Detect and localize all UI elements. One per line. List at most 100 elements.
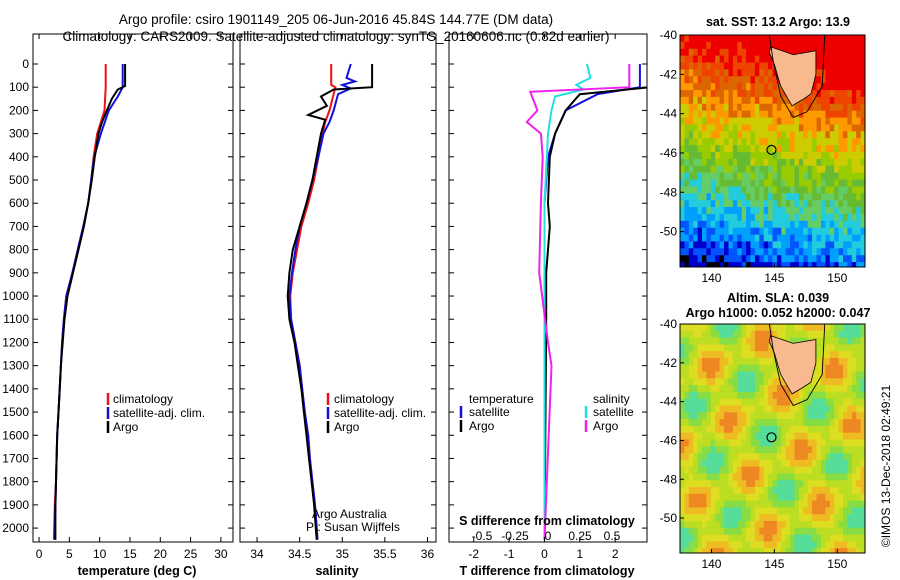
series-line-satellite-t: [543, 64, 641, 540]
s-difference-label: S difference from climatology: [459, 514, 635, 528]
legend-climatology-label: climatology: [334, 392, 394, 406]
sst-map-title: sat. SST: 13.2 Argo: 13.9: [706, 15, 850, 29]
sla-map: 140 145 150 -40 -42 -44 -46 -48 -50: [660, 317, 866, 571]
lat-tick-label: -44: [660, 107, 678, 121]
legend-s-satellite-label: satellite: [593, 405, 634, 419]
legend-s-argo-label: Argo: [593, 419, 619, 433]
y-tick-label: 0: [22, 57, 29, 71]
legend-argo-label: Argo: [334, 420, 360, 434]
x-tick-label: 34: [250, 547, 264, 561]
y-tick-label: 1300: [2, 359, 29, 373]
y-tick-label: 300: [9, 127, 29, 141]
y-tick-label: 1100: [3, 312, 29, 326]
argo-australia-text: Argo Australia: [312, 507, 387, 521]
map-frame: [679, 34, 866, 268]
y-tick-label: 200: [9, 103, 29, 117]
series-line-climatology: [289, 64, 337, 540]
map-frame: [679, 323, 866, 554]
temperature-legend: climatology satellite-adj. clim. Argo: [106, 392, 205, 434]
pi-name-text: PI: Susan Wijffels: [306, 520, 400, 534]
series-line-argo: [54, 64, 127, 540]
lat-tick-label: -46: [660, 146, 678, 160]
figure-title: Argo profile: csiro 1901149_205 06-Jun-2…: [0, 11, 672, 45]
legend-satellite-label: satellite-adj. clim.: [113, 406, 205, 420]
lon-tick-label: 140: [701, 271, 721, 285]
x-tick-label: 30: [214, 547, 228, 561]
x-tick-label: 2: [612, 547, 619, 561]
salinity-legend: climatology satellite-adj. clim. Argo: [326, 392, 426, 434]
y-tick-label: 1000: [2, 289, 29, 303]
x-tick-label: 25: [184, 547, 198, 561]
x-tick-label: 10: [93, 547, 107, 561]
plot-frame: [239, 33, 437, 543]
plot-frame: [32, 33, 234, 543]
argo-position-marker: [766, 144, 777, 155]
lon-tick-label: 150: [827, 557, 847, 571]
y-tick-label: 1600: [2, 428, 29, 442]
x-tick-label: 36: [421, 547, 435, 561]
sla-map-subtitle: Argo h1000: 0.052 h2000: 0.047: [686, 306, 871, 320]
s-tick: 0.5: [604, 529, 621, 543]
y-tick-label: 900: [9, 266, 29, 280]
difference-xlabel: T difference from climatology: [459, 564, 634, 578]
x-tick-label: 5: [66, 547, 73, 561]
lon-tick-label: 150: [827, 271, 847, 285]
salinity-panel: 34 34.5 35 35.5 36: [239, 33, 437, 561]
y-tick-label: 1700: [2, 451, 29, 465]
legend-climatology-label: climatology: [113, 392, 173, 406]
x-tick-label: 0: [36, 547, 43, 561]
series-line-satellite-adj-clim-: [53, 64, 124, 540]
temperature-panel: 0 5 10 15 20 25 300100200300400500600700800900…: [2, 33, 234, 561]
series-line-satellite-s: [543, 63, 592, 540]
plot-frame: [448, 33, 648, 543]
salinity-xlabel: salinity: [315, 564, 358, 578]
x-tick-label: -2: [468, 547, 479, 561]
lat-tick-label: -46: [660, 433, 678, 447]
lon-tick-label: 145: [764, 557, 784, 571]
y-tick-label: 500: [9, 173, 29, 187]
x-tick-label: -1: [504, 547, 515, 561]
y-tick-label: 800: [9, 243, 29, 257]
lon-tick-label: 145: [764, 271, 784, 285]
lat-tick-label: -50: [660, 511, 678, 525]
temperature-xlabel: temperature (deg C): [78, 564, 197, 578]
shelf-contour: [768, 35, 826, 119]
s-tick: 0.25: [568, 529, 592, 543]
lat-tick-label: -42: [660, 67, 678, 81]
x-tick-label: 0: [541, 547, 548, 561]
legend-temperature-title: temperature: [469, 392, 534, 406]
s-tick: -0.5: [472, 529, 493, 543]
lon-tick-label: 140: [701, 557, 721, 571]
series-line-satellite-adj-clim-: [288, 63, 359, 540]
x-tick-label: 1: [576, 547, 583, 561]
title-line-1: Argo profile: csiro 1901149_205 06-Jun-2…: [118, 12, 554, 27]
lat-tick-label: -48: [660, 185, 678, 199]
heatmap-cells: [680, 324, 865, 553]
y-tick-label: 100: [9, 80, 29, 94]
x-tick-label: 35.5: [373, 547, 397, 561]
y-tick-label: 1500: [2, 405, 29, 419]
y-tick-label: 400: [9, 150, 29, 164]
x-tick-label: 20: [154, 547, 168, 561]
y-tick-label: 600: [9, 196, 29, 210]
y-tick-label: 1200: [2, 335, 29, 349]
lat-tick-label: -44: [660, 395, 678, 409]
series-line-argo-t: [543, 86, 647, 540]
difference-panel: -2 -1 0 1 2: [448, 33, 648, 561]
sla-map-title: Altim. SLA: 0.039: [727, 291, 829, 305]
title-line-2: Climatology: CARS2009. Satellite-adjuste…: [62, 29, 610, 44]
x-tick-label: 15: [123, 547, 137, 561]
series-line-argo-s: [525, 64, 631, 540]
y-tick-label: 700: [9, 219, 29, 233]
lat-tick-label: -48: [660, 472, 678, 486]
series-line-argo: [286, 64, 374, 540]
lat-tick-label: -42: [660, 356, 678, 370]
imos-timestamp: ©IMOS 13-Dec-2018 02:49:21: [879, 385, 893, 548]
difference-legend: temperature satellite Argo salinity sate…: [459, 392, 634, 433]
legend-satellite-label: satellite-adj. clim.: [334, 406, 426, 420]
x-tick-label: 34.5: [288, 547, 312, 561]
x-tick-label: 35: [336, 547, 350, 561]
lat-tick-label: -40: [660, 317, 678, 331]
y-tick-label: 1800: [2, 475, 29, 489]
